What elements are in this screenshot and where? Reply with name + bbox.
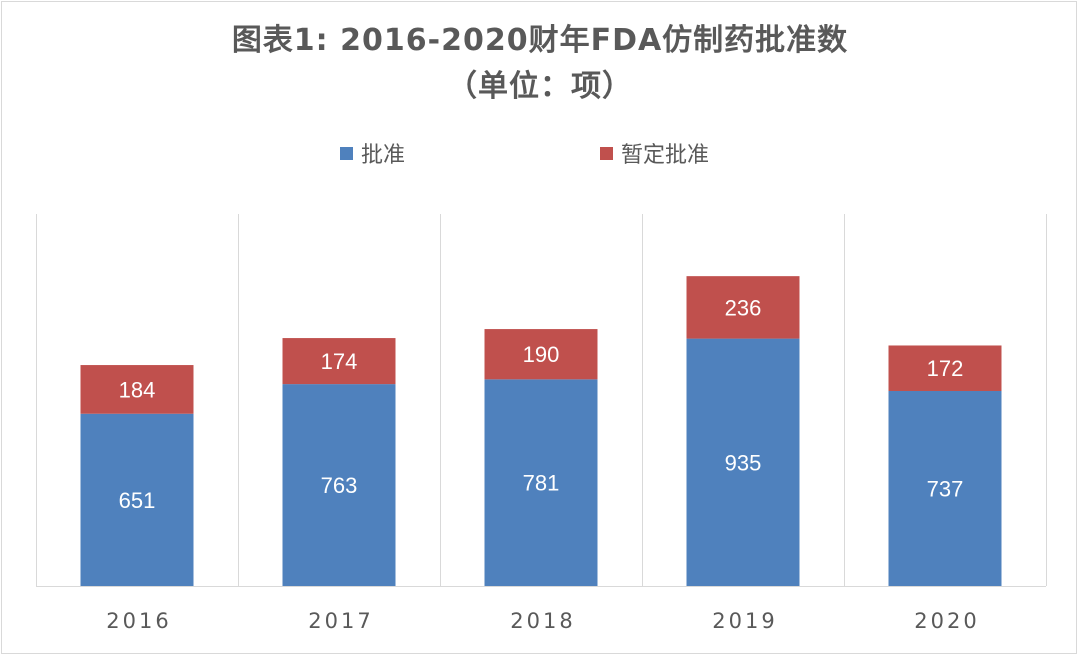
legend-label-tentative: 暂定批准 [621,143,710,168]
chart-title: 图表1: 2016-2020财年FDA仿制药批准数 （单位：项） [0,18,1080,110]
data-label-tentative-2019: 236 [725,295,762,320]
bar-approved-2020 [888,390,1002,586]
x-tick-label-2017: 2017 [308,609,373,633]
bar-approved-2019 [686,338,800,586]
bar-tentative-2016 [80,365,194,414]
legend-item-tentative: 暂定批准 [600,138,709,168]
data-label-approved-2020: 737 [927,476,964,501]
bar-approved-2018 [484,379,598,586]
x-tick-label-2020: 2020 [914,609,979,633]
bar-tentative-2020 [888,345,1002,391]
chart-title-line2: （单位：项） [447,69,633,104]
x-tick-label-2018: 2018 [510,609,575,633]
data-label-tentative-2017: 174 [321,349,358,374]
bar-tentative-2018 [484,329,598,380]
bar-tentative-2017 [282,338,396,385]
bar-approved-2017 [282,384,396,586]
data-label-tentative-2018: 190 [523,342,560,367]
data-label-tentative-2016: 184 [119,377,156,402]
x-tick-label-2019: 2019 [712,609,777,633]
data-label-approved-2018: 781 [523,471,560,496]
x-tick-label-2016: 2016 [106,609,171,633]
legend-swatch-approved [340,146,353,160]
data-label-approved-2017: 763 [321,473,358,498]
chart-legend: 批准 暂定批准 [0,138,1080,168]
chart-title-line1: 图表1: 2016-2020财年FDA仿制药批准数 [231,23,849,58]
legend-swatch-tentative [600,146,613,160]
bar-approved-2016 [80,413,194,586]
legend-item-approved: 批准 [340,138,405,168]
data-label-approved-2019: 935 [725,450,762,475]
data-label-tentative-2020: 172 [927,356,964,381]
bar-tentative-2019 [686,276,800,339]
legend-label-approved: 批准 [361,143,406,168]
data-label-approved-2016: 651 [119,488,156,513]
